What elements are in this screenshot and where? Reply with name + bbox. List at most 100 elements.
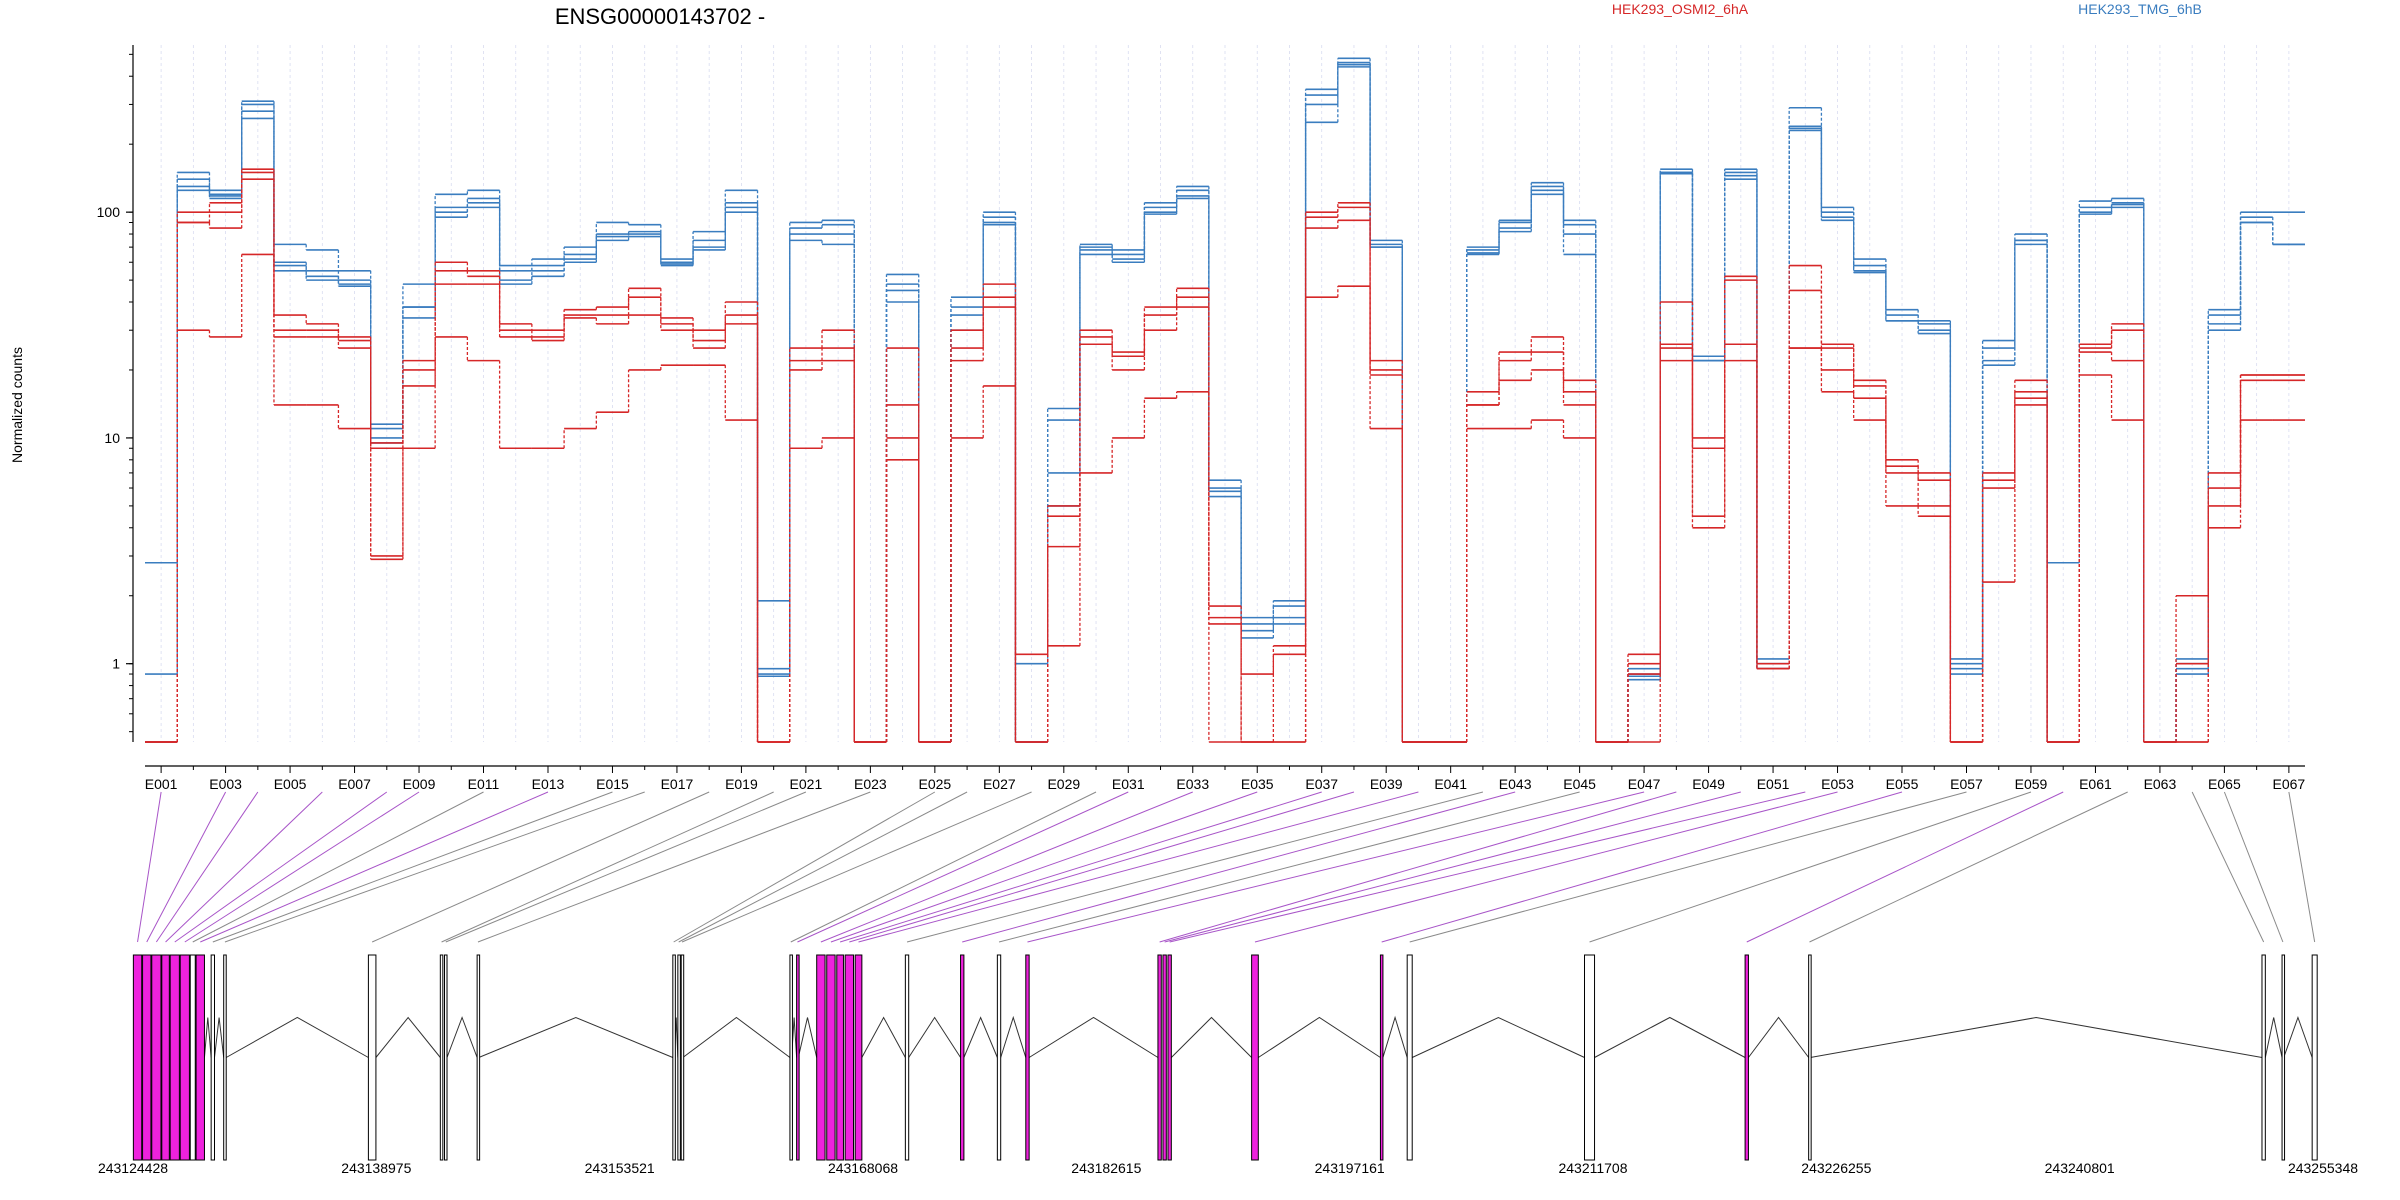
exon-box [189, 954, 196, 1161]
exon-connector-line [797, 791, 1129, 943]
exon-box [1379, 954, 1384, 1161]
exon-box [789, 954, 793, 1161]
exon-connector-line [962, 791, 1516, 943]
exon-connector-line [445, 791, 807, 943]
x-tick-label: E007 [338, 776, 371, 792]
exon-connector-line [200, 791, 549, 943]
intron-line [2283, 1016, 2313, 1058]
exon-connector-line [839, 791, 1322, 943]
legend-group-2: HEK293_TMG_6hB [2078, 1, 2202, 17]
y-tick-label: 1 [112, 656, 120, 672]
genomic-coordinate-label: 243124428 [98, 1160, 168, 1176]
intron-line [861, 1016, 906, 1058]
x-tick-label: E029 [1047, 776, 1080, 792]
exon-connector-line [477, 791, 871, 943]
exon-connector-line [1746, 791, 2064, 943]
x-tick-label: E045 [1563, 776, 1596, 792]
genomic-coordinate-label: 243182615 [1071, 1160, 1141, 1176]
exon-box [816, 954, 826, 1161]
x-tick-label: E035 [1241, 776, 1274, 792]
x-tick-label: E023 [854, 776, 887, 792]
chart-title: ENSG00000143702 - [555, 4, 765, 29]
x-tick-label: E063 [2144, 776, 2177, 792]
intron-line [1810, 1016, 2263, 1058]
x-tick-label: E059 [2015, 776, 2048, 792]
exon-box [796, 954, 800, 1161]
intron-line [1028, 1016, 1159, 1058]
exon-box [1167, 954, 1172, 1161]
exon-box [1584, 954, 1596, 1161]
x-tick-label: E003 [209, 776, 242, 792]
exon-box [1025, 954, 1030, 1161]
x-tick-label: E049 [1692, 776, 1725, 792]
exon-box [142, 954, 152, 1161]
exon-connector-line [184, 791, 420, 943]
exon-box [195, 954, 205, 1161]
exon-connector-line [1409, 791, 1967, 943]
exon-box [960, 954, 965, 1161]
exon-box [169, 954, 180, 1161]
exon-box [439, 954, 444, 1161]
exon-box [444, 954, 448, 1161]
exon-connector-line [371, 791, 710, 943]
x-tick-label: E061 [2079, 776, 2112, 792]
exon-connector-line [673, 791, 936, 943]
intron-line [225, 1016, 369, 1058]
exon-box [1251, 954, 1259, 1161]
exon-connector-line [678, 791, 968, 943]
exon-box [844, 954, 854, 1161]
genomic-coordinate-label: 243153521 [585, 1160, 655, 1176]
intron-line [1411, 1016, 1585, 1058]
x-tick-label: E067 [2273, 776, 2306, 792]
series-line [145, 178, 2305, 743]
exon-box [179, 954, 190, 1161]
y-tick-label: 100 [97, 204, 121, 220]
intron-line [214, 1017, 225, 1058]
intron-line [963, 1016, 998, 1058]
intron-line [478, 1016, 674, 1058]
x-tick-label: E017 [661, 776, 694, 792]
intron-line [797, 1017, 818, 1058]
x-tick-label: E051 [1757, 776, 1790, 792]
genomic-coordinate-label: 243168068 [828, 1160, 898, 1176]
genomic-coordinate-label: 243211708 [1558, 1160, 1627, 1176]
exon-box [1744, 954, 1749, 1161]
exon-connector-line [2191, 791, 2265, 943]
exon-box [151, 954, 162, 1161]
x-tick-label: E039 [1370, 776, 1403, 792]
exon-box [836, 954, 844, 1161]
x-tick-label: E025 [918, 776, 951, 792]
exon-connector-line [1381, 791, 1903, 943]
exon-box [2281, 954, 2286, 1161]
exon-box [1157, 954, 1162, 1161]
exon-connector-line [146, 791, 227, 943]
exon-box [826, 954, 836, 1161]
exon-connector-line [1809, 791, 2128, 943]
exon-connector-line [1169, 791, 1806, 943]
exon-connector-line [820, 791, 1193, 943]
exon-connector-line [1027, 791, 1645, 943]
exon-box [1162, 954, 1167, 1161]
exon-box [132, 954, 143, 1161]
exon-connector-line [224, 791, 645, 943]
exon-box [1406, 954, 1413, 1161]
exon-connector-line [998, 791, 1580, 943]
x-tick-label: E013 [532, 776, 565, 792]
exon-connector-line [212, 791, 613, 943]
exon-connector-line [849, 791, 1355, 943]
exon-box [161, 954, 170, 1161]
exon-box [2261, 954, 2266, 1161]
genomic-coordinate-label: 243255348 [2288, 1160, 2358, 1176]
x-tick-label: E001 [145, 776, 178, 792]
exon-box [672, 954, 676, 1161]
genomic-coordinate-label: 243197161 [1315, 1160, 1385, 1176]
x-tick-label: E053 [1821, 776, 1854, 792]
intron-line [446, 1016, 478, 1058]
exon-connector-line [174, 791, 388, 943]
x-tick-label: E027 [983, 776, 1016, 792]
exon-connector-line [790, 791, 1097, 943]
intron-line [2264, 1017, 2283, 1058]
x-tick-label: E055 [1886, 776, 1919, 792]
exon-connector-line [165, 791, 323, 943]
